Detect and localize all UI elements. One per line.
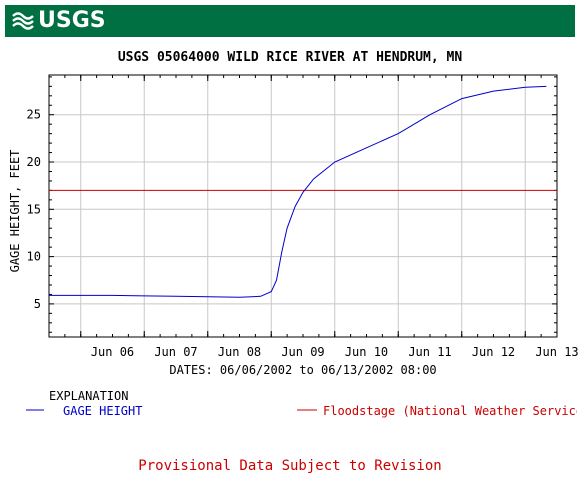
x-tick-label: Jun 10 [345, 345, 388, 359]
y-tick-label: 25 [27, 108, 41, 122]
x-tick-label: Jun 12 [472, 345, 515, 359]
usgs-wave-icon [12, 12, 34, 30]
series-lines [49, 85, 547, 298]
y-tick-label: 20 [27, 155, 41, 169]
x-tick-labels: Jun 06 Jun 07 Jun 08 Jun 09 Jun 10 Jun 11 Jun … [91, 345, 579, 359]
x-tick-label: Jun 11 [408, 345, 451, 359]
legend-gage-height-label: GAGE HEIGHT [63, 404, 143, 418]
provisional-notice: Provisional Data Subject to Revision [138, 458, 442, 474]
y-tick-labels: 5 10 15 20 25 [27, 108, 41, 311]
x-tick-label: Jun 06 [91, 345, 134, 359]
chart-grid [49, 75, 557, 337]
x-tick-label: Jun 09 [281, 345, 324, 359]
explanation-heading: EXPLANATION [49, 389, 129, 403]
chart-ticks [48, 75, 558, 337]
x-tick-label: Jun 07 [154, 345, 197, 359]
usgs-logo[interactable]: USGS [12, 8, 106, 34]
usgs-banner: USGS [5, 5, 575, 37]
x-tick-label: Jun 13 [535, 345, 578, 359]
x-axis-label: DATES: 06/06/2002 to 06/13/2002 08:00 [169, 363, 436, 377]
y-axis-label: GAGE HEIGHT, FEET [8, 150, 22, 273]
legend-floodstage-label: Floodstage (National Weather Service) [323, 404, 577, 418]
y-tick-label: 5 [34, 297, 41, 311]
gage-height-line [49, 85, 547, 298]
x-tick-label: Jun 08 [218, 345, 261, 359]
y-tick-label: 10 [27, 250, 41, 264]
y-tick-label: 15 [27, 202, 41, 216]
usgs-logo-text: USGS [38, 8, 106, 33]
chart-title: USGS 05064000 WILD RICE RIVER AT HENDRUM… [118, 50, 463, 65]
